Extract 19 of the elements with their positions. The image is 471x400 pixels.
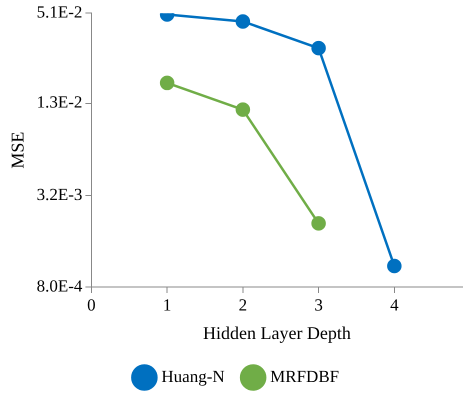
legend-label: MRFDBF	[270, 366, 340, 386]
y-tick-label: 8.0E-4	[36, 276, 83, 296]
x-tick-label: 0	[87, 296, 96, 315]
x-tick-label: 3	[314, 296, 323, 315]
point	[311, 40, 326, 56]
x-axis-title: Hidden Layer Depth	[202, 322, 351, 343]
y-tick-label: 5.1E-2	[36, 2, 82, 22]
point	[236, 14, 250, 29]
y-axis-title: MSE	[8, 132, 28, 169]
point	[236, 102, 250, 117]
x-tick-label: 4	[390, 296, 400, 315]
point	[160, 76, 174, 90]
y-tick-label: 3.2E-3	[36, 185, 82, 204]
x-tick-label: 2	[238, 296, 248, 315]
point	[387, 258, 402, 274]
point	[311, 216, 326, 231]
y-tick-label: 1.3E-2	[36, 92, 82, 112]
x-tick-label: 1	[162, 296, 172, 315]
legend-label: Huang-N	[161, 366, 225, 386]
